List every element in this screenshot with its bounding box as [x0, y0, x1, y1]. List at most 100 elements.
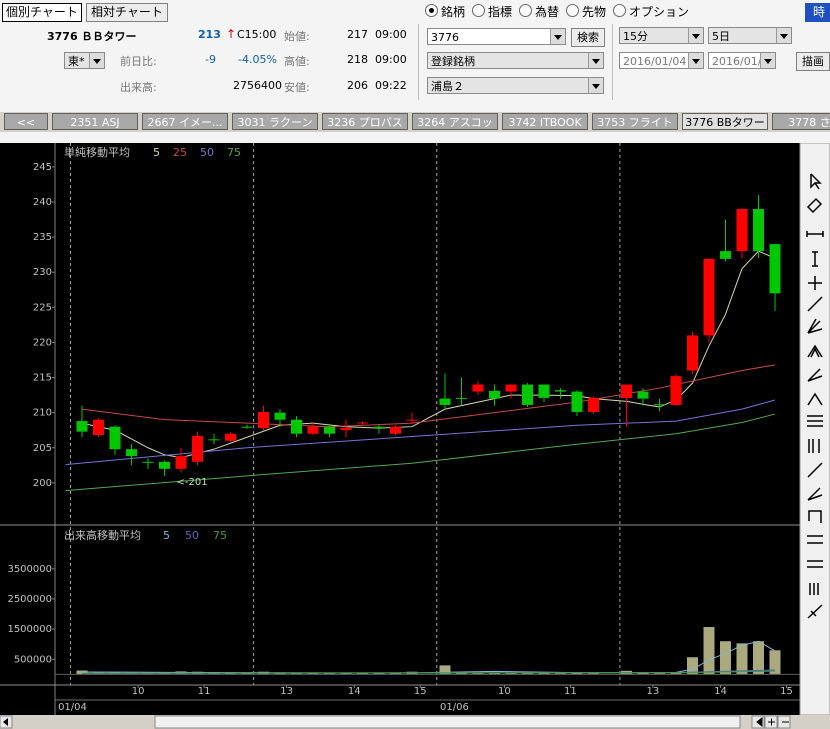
- stock-tab[interactable]: 3236 プロパスト: [322, 113, 408, 130]
- radio-button[interactable]: [613, 4, 626, 17]
- candle-body: [406, 419, 418, 421]
- tool-icon[interactable]: [807, 344, 823, 358]
- span-select[interactable]: 5日: [708, 27, 792, 44]
- y-tick-label: 210: [33, 408, 52, 419]
- scroll-thumb[interactable]: [154, 715, 741, 729]
- from-date[interactable]: 2016/01/04: [619, 52, 704, 69]
- y-tick-label: 205: [33, 443, 52, 454]
- radio-button[interactable]: [566, 4, 579, 17]
- to-date[interactable]: 2016/01/10: [708, 52, 776, 69]
- volume-bar: [439, 665, 451, 675]
- y-tick-label: 215: [33, 373, 52, 384]
- candle-body: [736, 209, 748, 252]
- tool-icon[interactable]: [808, 276, 822, 290]
- candle-body: [126, 449, 137, 457]
- tool-icon[interactable]: [808, 439, 820, 453]
- tool-icon[interactable]: [807, 392, 823, 406]
- tool-icon[interactable]: [809, 583, 819, 595]
- y-tick-label: 1500000: [7, 624, 52, 635]
- high-label: 高値:: [284, 55, 310, 68]
- stock-tab[interactable]: 3778 さく: [772, 113, 830, 130]
- stock-tab[interactable]: 3753 フライト: [592, 113, 678, 130]
- market-text: 東*: [68, 55, 85, 68]
- tool-icon[interactable]: [807, 535, 823, 544]
- volume-bar: [753, 641, 764, 675]
- stock-tab[interactable]: 3264 アスコット: [412, 113, 498, 130]
- tool-icon[interactable]: [812, 251, 818, 267]
- legend-entry: 75: [213, 529, 227, 542]
- candle-body: [373, 426, 385, 429]
- tool-icon[interactable]: [808, 510, 822, 523]
- tool-icon[interactable]: [807, 415, 823, 427]
- corner-button[interactable]: 時: [805, 3, 830, 22]
- candle-body: [720, 251, 731, 259]
- tool-icon[interactable]: [807, 560, 823, 568]
- dropdown-arrow: [588, 78, 603, 93]
- chart-mode-tab[interactable]: 相対チャート: [86, 3, 168, 22]
- tool-icon[interactable]: [807, 318, 823, 334]
- x-tick-label: 13: [647, 686, 660, 697]
- radio-button[interactable]: [425, 4, 438, 17]
- volume-bar: [637, 672, 649, 675]
- x-tick-label: 13: [280, 686, 293, 697]
- separator: [612, 24, 613, 100]
- y-tick-label: 2500000: [7, 594, 52, 605]
- stock-tab[interactable]: <<: [4, 113, 48, 130]
- candle-body: [522, 384, 533, 405]
- x-tick-label: 10: [132, 686, 145, 697]
- radio-button[interactable]: [472, 4, 485, 17]
- candle-body: [687, 335, 698, 371]
- x-tick-label: 11: [198, 686, 211, 697]
- volume-bar: [720, 641, 731, 675]
- tool-icon[interactable]: [807, 368, 823, 382]
- moving-average: [65, 413, 776, 492]
- chart: 200 205 210 215 220 225 230 235 240 245 単純移動平均 5 25 5…: [0, 143, 830, 729]
- x-tick-label: 11: [564, 686, 577, 697]
- stock-tab[interactable]: 3031 ラクーン: [232, 113, 318, 130]
- span-text: 5日: [712, 30, 730, 43]
- chart-mode-tab[interactable]: 個別チャート: [2, 3, 82, 22]
- annotation: <-201: [177, 477, 208, 488]
- stock-tab[interactable]: 2351 ASJ: [52, 113, 138, 130]
- candle-body: [538, 384, 550, 398]
- y-tick-label: 230: [33, 267, 52, 278]
- radio-button[interactable]: [519, 4, 532, 17]
- tool-icon[interactable]: [806, 231, 824, 237]
- moving-average: [81, 364, 776, 428]
- legend-entry: 5: [153, 146, 160, 159]
- search-button[interactable]: 検索: [571, 28, 605, 47]
- group-select[interactable]: 浦島２: [427, 77, 604, 94]
- open-value: 217: [347, 28, 368, 41]
- high-time: 09:00: [375, 53, 407, 66]
- stock-tab[interactable]: 3742 ITBOOK: [502, 113, 588, 130]
- legend-entry: 50: [185, 529, 199, 542]
- scroll-arrow: [756, 716, 789, 728]
- candle-body: [274, 412, 286, 420]
- market-select[interactable]: 東*: [64, 52, 105, 69]
- tool-icon[interactable]: [807, 462, 823, 478]
- tool-icon[interactable]: [806, 197, 823, 214]
- volume-bar: [505, 672, 517, 675]
- stock-tab[interactable]: 2667 イメー...: [142, 113, 228, 130]
- tool-icon[interactable]: [807, 604, 823, 619]
- stock-tab[interactable]: 3776 BBタワー: [682, 113, 768, 130]
- code-input[interactable]: 3776: [427, 28, 566, 45]
- dropdown-arrow: [550, 29, 565, 44]
- interval-select[interactable]: 15分: [619, 27, 704, 44]
- y-tick-label: 3500000: [7, 564, 52, 575]
- price: 213: [198, 28, 221, 41]
- volume-bar: [703, 627, 715, 675]
- tool-icon[interactable]: [807, 296, 823, 312]
- y-tick-label: 500000: [14, 654, 52, 665]
- toolbar: [799, 143, 830, 716]
- candle-body: [192, 435, 203, 462]
- draw-button[interactable]: 描画: [796, 52, 830, 71]
- open-time: 09:00: [375, 28, 407, 41]
- volume-bar: [291, 672, 302, 675]
- tool-icon[interactable]: [807, 487, 823, 501]
- list-select[interactable]: 登録銘柄: [427, 52, 604, 69]
- tool-icon[interactable]: [810, 173, 822, 190]
- from-text: 2016/01/04: [623, 55, 687, 68]
